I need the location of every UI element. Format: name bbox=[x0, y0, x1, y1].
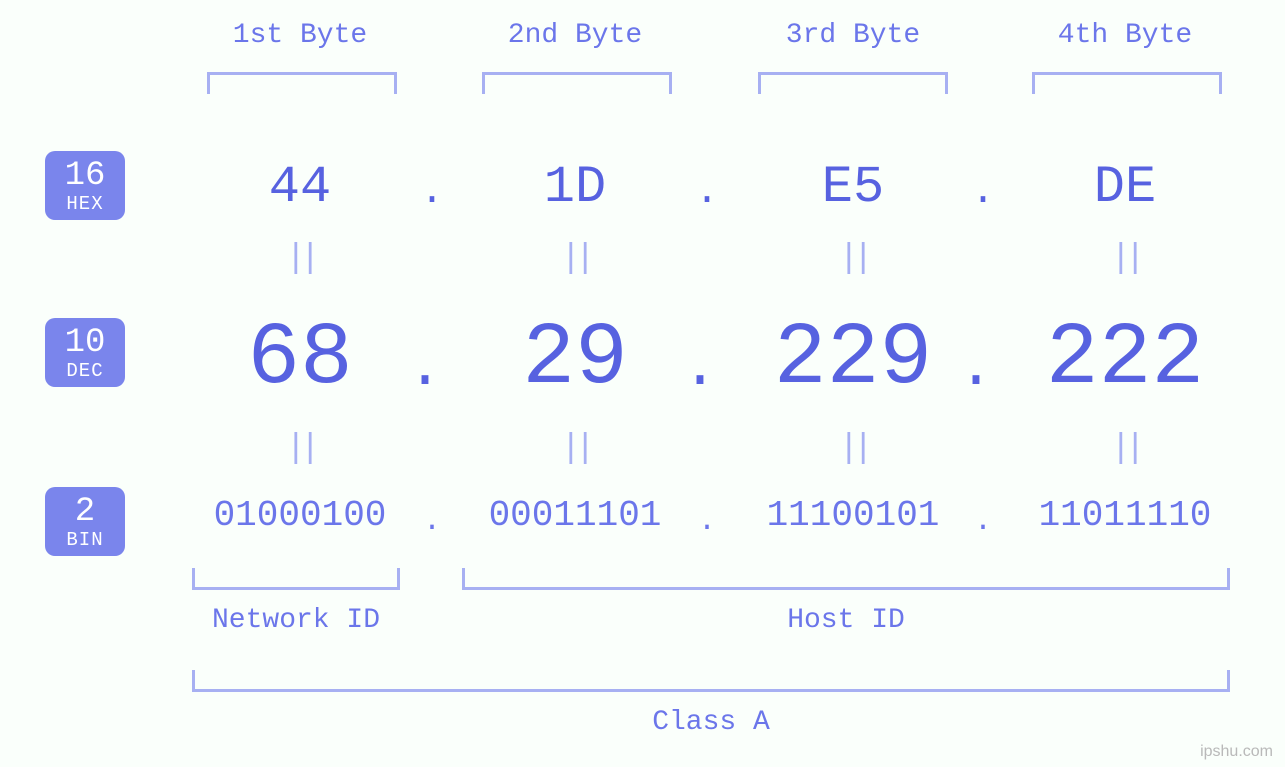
dec-byte-1: 68 bbox=[180, 310, 420, 409]
bin-dot-2: . bbox=[692, 505, 722, 539]
host-id-bracket bbox=[462, 568, 1230, 590]
base-badge-dec: 10 DEC bbox=[45, 318, 125, 387]
dec-dot-2: . bbox=[682, 335, 712, 403]
dec-byte-3: 229 bbox=[733, 310, 973, 409]
bin-byte-3: 11100101 bbox=[723, 495, 983, 536]
eq-dec-bin-1: || bbox=[270, 430, 330, 468]
base-badge-bin: 2 BIN bbox=[45, 487, 125, 556]
eq-hex-dec-2: || bbox=[545, 240, 605, 278]
bin-byte-4: 11011110 bbox=[995, 495, 1255, 536]
bin-byte-2: 00011101 bbox=[445, 495, 705, 536]
network-id-label: Network ID bbox=[192, 605, 400, 636]
byte-label-3: 3rd Byte bbox=[753, 20, 953, 51]
eq-dec-bin-3: || bbox=[823, 430, 883, 468]
hex-byte-3: E5 bbox=[753, 158, 953, 217]
base-badge-hex-label: HEX bbox=[45, 195, 125, 214]
top-bracket-1 bbox=[207, 72, 397, 94]
eq-hex-dec-3: || bbox=[823, 240, 883, 278]
base-badge-bin-num: 2 bbox=[45, 495, 125, 529]
bin-dot-3: . bbox=[968, 505, 998, 539]
eq-hex-dec-4: || bbox=[1095, 240, 1155, 278]
top-bracket-3 bbox=[758, 72, 948, 94]
class-bracket bbox=[192, 670, 1230, 692]
hex-byte-2: 1D bbox=[475, 158, 675, 217]
base-badge-hex-num: 16 bbox=[45, 159, 125, 193]
base-badge-hex: 16 HEX bbox=[45, 151, 125, 220]
hex-dot-3: . bbox=[968, 170, 998, 215]
hex-byte-4: DE bbox=[1025, 158, 1225, 217]
watermark: ipshu.com bbox=[1200, 743, 1273, 761]
dec-dot-3: . bbox=[958, 335, 988, 403]
top-bracket-4 bbox=[1032, 72, 1222, 94]
byte-label-2: 2nd Byte bbox=[475, 20, 675, 51]
base-badge-dec-label: DEC bbox=[45, 362, 125, 381]
base-badge-bin-label: BIN bbox=[45, 531, 125, 550]
eq-dec-bin-4: || bbox=[1095, 430, 1155, 468]
bin-dot-1: . bbox=[417, 505, 447, 539]
eq-dec-bin-2: || bbox=[545, 430, 605, 468]
dec-byte-2: 29 bbox=[455, 310, 695, 409]
byte-label-4: 4th Byte bbox=[1025, 20, 1225, 51]
ip-breakdown-diagram: 1st Byte 2nd Byte 3rd Byte 4th Byte 16 H… bbox=[0, 0, 1285, 767]
dec-dot-1: . bbox=[407, 335, 437, 403]
base-badge-dec-num: 10 bbox=[45, 326, 125, 360]
dec-byte-4: 222 bbox=[1005, 310, 1245, 409]
bin-byte-1: 01000100 bbox=[170, 495, 430, 536]
host-id-label: Host ID bbox=[462, 605, 1230, 636]
top-bracket-2 bbox=[482, 72, 672, 94]
hex-dot-1: . bbox=[417, 170, 447, 215]
eq-hex-dec-1: || bbox=[270, 240, 330, 278]
class-label: Class A bbox=[192, 707, 1230, 738]
byte-label-1: 1st Byte bbox=[200, 20, 400, 51]
hex-byte-1: 44 bbox=[200, 158, 400, 217]
hex-dot-2: . bbox=[692, 170, 722, 215]
network-id-bracket bbox=[192, 568, 400, 590]
